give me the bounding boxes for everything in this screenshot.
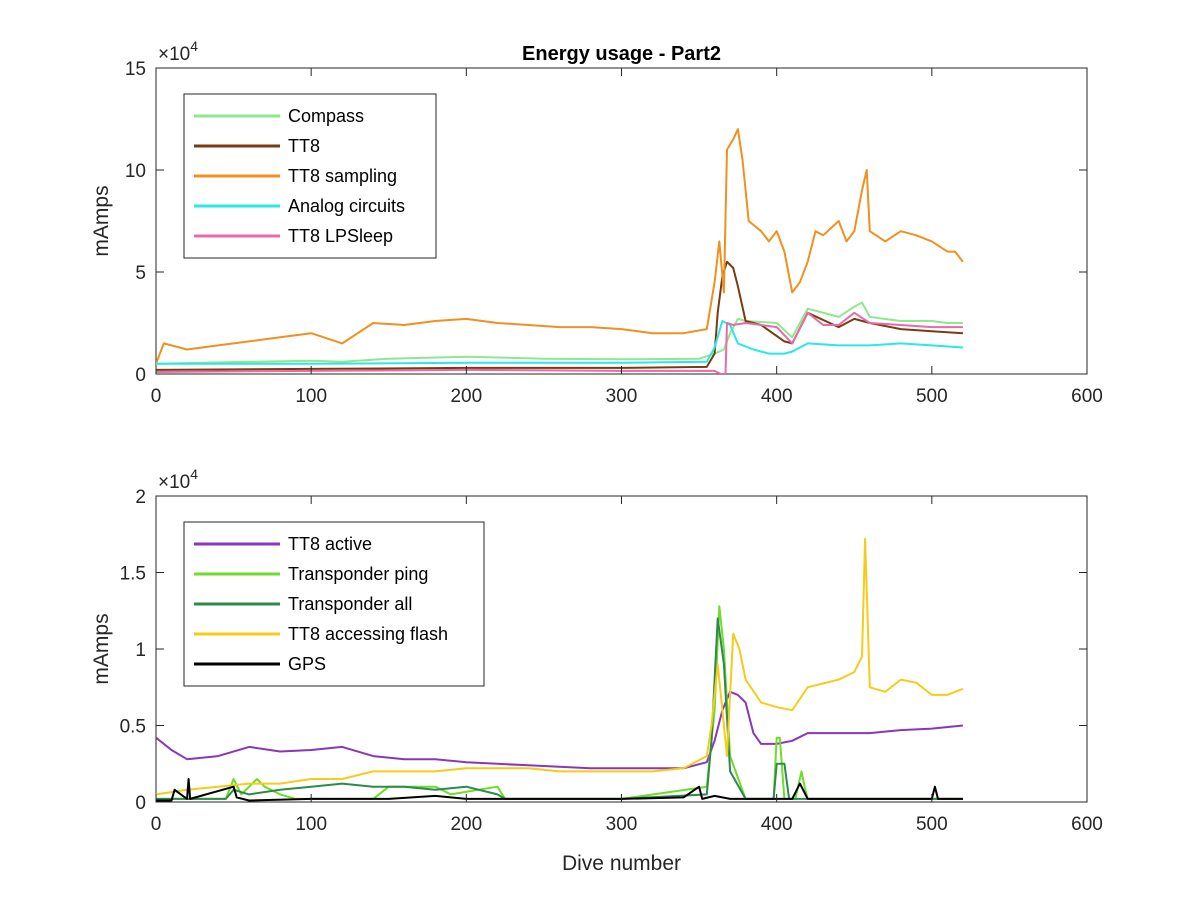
x-tick-label: 100 (295, 814, 327, 835)
legend-entry: GPS (288, 654, 326, 674)
x-tick-label: 0 (151, 814, 162, 835)
x-tick-label: 200 (450, 386, 482, 407)
x-tick-label: 600 (1071, 386, 1103, 407)
y-exponent-label: ×104 (158, 466, 198, 493)
y-tick-label: 1 (135, 640, 146, 661)
y-tick-label: 1.5 (120, 564, 146, 585)
x-tick-label: 400 (761, 386, 793, 407)
series-line-gps (156, 778, 963, 802)
y-tick-label: 0.5 (120, 717, 146, 738)
chart-panel-2: 0 100 200 300 400 500 600 0 0.5 1 1.5 2 ×104 mAmps Div… (90, 466, 1103, 875)
legend-entry: Transponder all (288, 594, 412, 614)
legend-entry: TT8 LPSleep (288, 226, 393, 246)
x-tick-label: 200 (450, 814, 482, 835)
y-exponent-base: ×10 (158, 44, 190, 65)
y-exponent-label: ×104 (158, 38, 198, 65)
x-axis-label: Dive number (562, 852, 681, 875)
y-tick-label: 10 (125, 161, 146, 182)
series-group (156, 537, 964, 802)
chart-panel-1: 0 100 200 300 400 500 600 0 5 10 15 ×104 Energy usag… (90, 38, 1103, 407)
series-line-tt8-lpsleep (156, 311, 963, 374)
y-tick-label: 0 (135, 793, 146, 814)
series-line-compass (156, 301, 963, 365)
legend-entry: TT8 (288, 136, 320, 156)
x-tick-label: 500 (916, 386, 948, 407)
y-tick-label: 2 (135, 487, 146, 508)
x-tick-label: 400 (761, 814, 793, 835)
legend-entry: Transponder ping (288, 564, 428, 584)
series-line-analog-circuits (156, 320, 963, 365)
legend: Compass TT8 TT8 sampling Analog circuits TT8… (183, 93, 437, 259)
legend-entry: TT8 accessing flash (288, 624, 448, 644)
series-line-tt8-accessing-flash (156, 537, 964, 796)
y-axis-label: mAmps (90, 185, 113, 256)
series-line-tt8-sampling (156, 128, 964, 365)
y-tick-label: 0 (135, 365, 146, 386)
legend-entry: TT8 active (288, 534, 372, 554)
legend-entry: TT8 sampling (288, 166, 397, 186)
series-line-tt8 (156, 260, 963, 371)
x-tick-label: 300 (606, 814, 638, 835)
series-line-tt8-active (156, 690, 963, 770)
legend: TT8 active Transponder ping Transponder al… (183, 521, 485, 687)
series-group (156, 128, 964, 374)
legend-entry: Compass (288, 106, 364, 126)
chart-title: Energy usage - Part2 (522, 43, 721, 65)
x-tick-label: 0 (151, 386, 162, 407)
x-tick-label: 500 (916, 814, 948, 835)
y-axis-label: mAmps (90, 613, 113, 684)
y-tick-label: 15 (125, 59, 146, 80)
y-exponent-power: 4 (190, 466, 198, 482)
x-tick-label: 600 (1071, 814, 1103, 835)
y-exponent-base: ×10 (158, 472, 190, 493)
y-tick-label: 5 (135, 263, 146, 284)
x-tick-label: 300 (606, 386, 638, 407)
legend-entry: Analog circuits (288, 196, 405, 216)
x-tick-label: 100 (295, 386, 327, 407)
y-exponent-power: 4 (190, 38, 198, 54)
